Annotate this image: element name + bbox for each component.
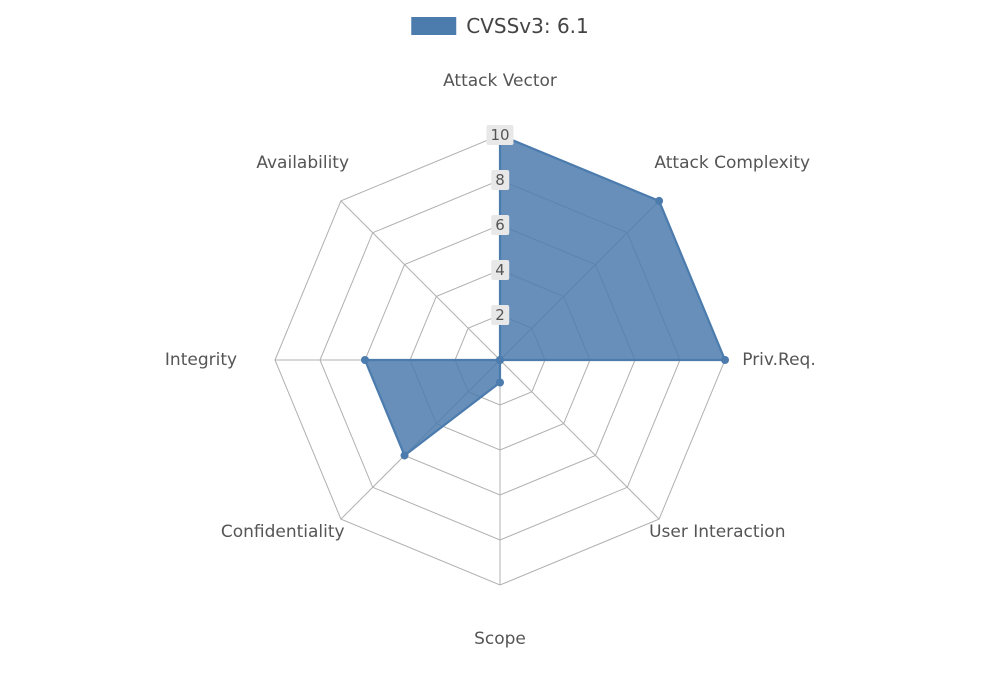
data-marker — [401, 451, 409, 459]
radial-tick: 2 — [491, 305, 509, 325]
axis-label: Attack Vector — [443, 71, 557, 91]
axis-label: Confidentiality — [221, 522, 345, 542]
axis-label: Integrity — [165, 350, 237, 370]
axis-label: Scope — [474, 629, 526, 649]
radial-tick: 4 — [491, 260, 509, 280]
data-marker — [496, 379, 504, 387]
axis-label: Priv.Req. — [742, 350, 816, 370]
data-marker — [361, 356, 369, 364]
radial-tick: 10 — [486, 125, 513, 145]
grid-spoke — [341, 201, 500, 360]
data-marker — [721, 356, 729, 364]
radar-svg — [0, 0, 1000, 700]
data-polygon — [365, 135, 725, 455]
axis-label: Attack Complexity — [654, 153, 810, 173]
data-marker — [655, 197, 663, 205]
grid-spoke — [500, 360, 659, 519]
radial-tick: 6 — [491, 215, 509, 235]
axis-label: Availability — [256, 153, 349, 173]
radar-chart-container: CVSSv3: 6.1 Attack VectorAttack Complexi… — [0, 0, 1000, 700]
data-marker — [496, 356, 504, 364]
radial-tick: 8 — [491, 170, 509, 190]
axis-label: User Interaction — [649, 522, 785, 542]
